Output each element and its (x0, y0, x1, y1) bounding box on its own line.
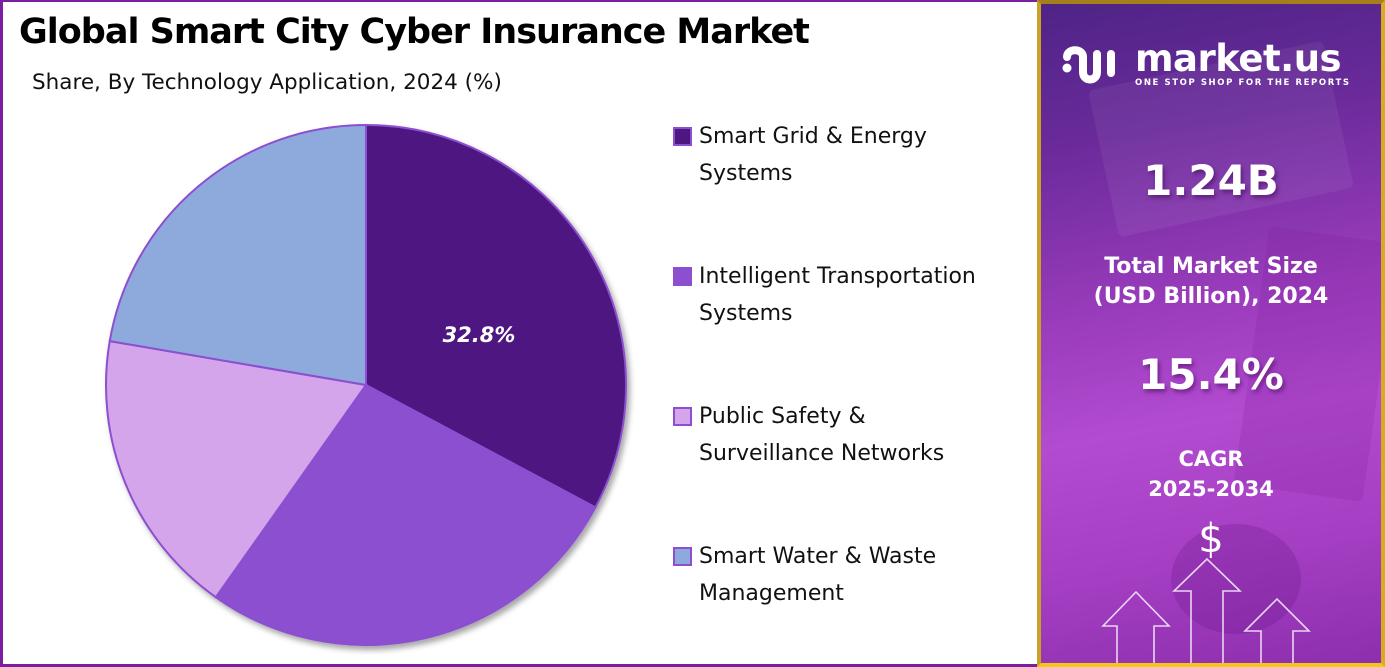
market-size-caption: Total Market Size (USD Billion), 2024 (1093, 254, 1329, 309)
chart-title: Global Smart City Cyber Insurance Market (19, 12, 810, 52)
slice-label-smart-grid: 32.8% (442, 323, 516, 347)
brand-name: market.us (1135, 37, 1342, 80)
legend-label: Public Safety & Surveillance Networks (699, 404, 945, 466)
dollar-icon: $ (1198, 516, 1224, 562)
pie-slice-public-safety[interactable] (105, 339, 368, 599)
growth-arrows-icon (1101, 557, 1311, 663)
legend-item-public-safety[interactable]: Public Safety & Surveillance Networks (673, 398, 1029, 472)
pie-chart-svg (105, 123, 627, 646)
legend-item-smart-water[interactable]: Smart Water & Waste Management (673, 538, 1029, 612)
pie-slice-intelligent-transportation[interactable] (214, 383, 597, 646)
legend-swatch-icon (673, 127, 692, 146)
pie-slice-smart-grid[interactable] (365, 123, 627, 509)
legend-label: Smart Water & Waste Management (699, 544, 937, 606)
legend-label: Smart Grid & Energy Systems (699, 124, 927, 186)
legend-swatch-icon (673, 407, 692, 426)
pie-chart: 32.8% (3, 2, 703, 667)
legend-swatch-icon (673, 547, 692, 566)
brand-tagline: ONE STOP SHOP FOR THE REPORTS (1135, 78, 1351, 88)
brand-text: market.us ONE STOP SHOP FOR THE REPORTS (1135, 37, 1351, 89)
legend-swatch-icon (673, 267, 692, 286)
cagr-caption: CAGR 2025-2034 (1148, 447, 1274, 501)
market-us-logo-icon (1062, 46, 1115, 84)
summary-panel: market.us ONE STOP SHOP FOR THE REPORTS … (1037, 0, 1385, 667)
legend-item-smart-grid[interactable]: Smart Grid & Energy Systems (673, 118, 1029, 192)
chart-subtitle: Share, By Technology Application, 2024 (… (32, 70, 502, 95)
pie-slice-smart-water[interactable] (108, 123, 367, 387)
cagr-value: 15.4% (1138, 350, 1284, 399)
legend-label: Intelligent Transportation Systems (699, 264, 976, 326)
market-size-value: 1.24B (1143, 156, 1279, 205)
chart-panel: Global Smart City Cyber Insurance Market… (0, 0, 1037, 667)
brand-logo[interactable]: market.us ONE STOP SHOP FOR THE REPORTS (1061, 40, 1351, 88)
background-decoration (1171, 524, 1301, 634)
legend-item-intelligent-transportation[interactable]: Intelligent Transportation Systems (673, 258, 1029, 332)
